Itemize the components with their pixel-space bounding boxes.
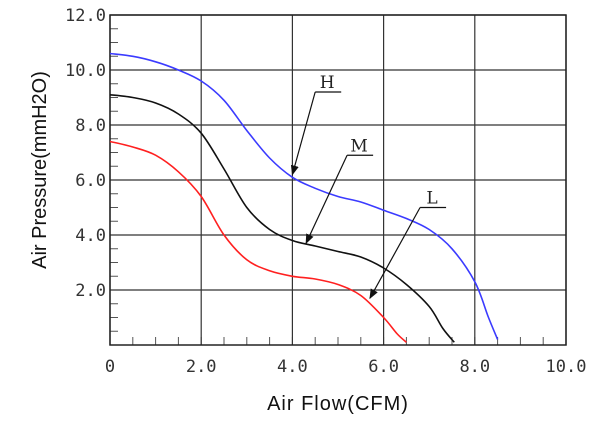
y-tick-label: 2.0 (75, 281, 106, 301)
x-tick-label: 8.0 (459, 357, 490, 377)
y-tick-label: 8.0 (75, 116, 106, 136)
curve-label-arrow (305, 154, 348, 245)
plot-frame (109, 14, 567, 346)
grid (109, 14, 567, 346)
x-tick-label: 0 (105, 357, 115, 377)
series-line-h (109, 52, 499, 340)
y-tick-label: 10.0 (65, 61, 106, 81)
x-tick-label: 6.0 (368, 357, 399, 377)
x-tick-label: 10.0 (546, 357, 587, 377)
curve-label-l: L (426, 189, 437, 209)
curve-label-arrow (290, 91, 316, 176)
series-line-m (109, 94, 455, 343)
curve-label-arrow (369, 207, 421, 300)
y-tick-label: 4.0 (75, 226, 106, 246)
curve-annotations: H M L (290, 73, 447, 300)
tick-labels: 0 2.0 4.0 6.0 8.0 10.0 2.0 4.0 6.0 8.0 10.0 12.0 (65, 6, 586, 377)
curve-label-h: H (320, 73, 335, 93)
y-tick-label: 12.0 (65, 6, 106, 26)
x-tick-label: 2.0 (186, 357, 217, 377)
x-tick-label: 4.0 (277, 357, 308, 377)
series-line-l (109, 140, 407, 343)
series-lines (109, 52, 499, 343)
y-tick-label: 6.0 (75, 171, 106, 191)
x-axis-title: Air Flow(CFM) (267, 393, 409, 415)
curve-label-m: M (350, 136, 367, 156)
y-axis-title: Air Pressure(mmH2O) (29, 71, 51, 269)
